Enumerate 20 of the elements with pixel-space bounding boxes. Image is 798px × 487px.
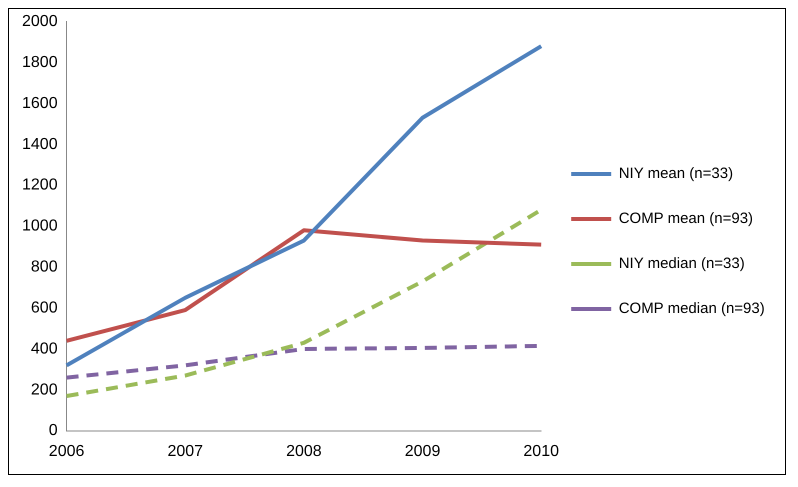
y-tick-label: 0 — [48, 422, 58, 440]
y-tick-label: 1800 — [22, 54, 58, 71]
y-tick-label: 1400 — [22, 136, 58, 153]
legend-label: NIY median (n=33) — [618, 255, 745, 272]
legend-label: COMP mean (n=93) — [618, 210, 754, 228]
y-tick-label: 1000 — [22, 218, 58, 235]
x-tick-label: 2010 — [523, 442, 560, 460]
y-tick-label: 2000 — [22, 13, 58, 30]
y-tick-label: 600 — [30, 299, 58, 316]
y-tick-label: 200 — [30, 381, 58, 398]
legend-label: COMP median (n=93) — [618, 300, 765, 318]
y-tick-label: 800 — [30, 258, 58, 276]
x-tick-label: 2009 — [404, 442, 440, 460]
x-tick-label: 2007 — [167, 442, 204, 460]
x-tick-label: 2008 — [286, 442, 322, 460]
y-tick-label: 400 — [30, 340, 58, 358]
y-tick-label: 1600 — [22, 94, 58, 112]
x-tick-label: 2006 — [48, 442, 84, 460]
y-tick-label: 1200 — [22, 176, 58, 194]
legend-label: NIY mean (n=33) — [618, 165, 734, 182]
